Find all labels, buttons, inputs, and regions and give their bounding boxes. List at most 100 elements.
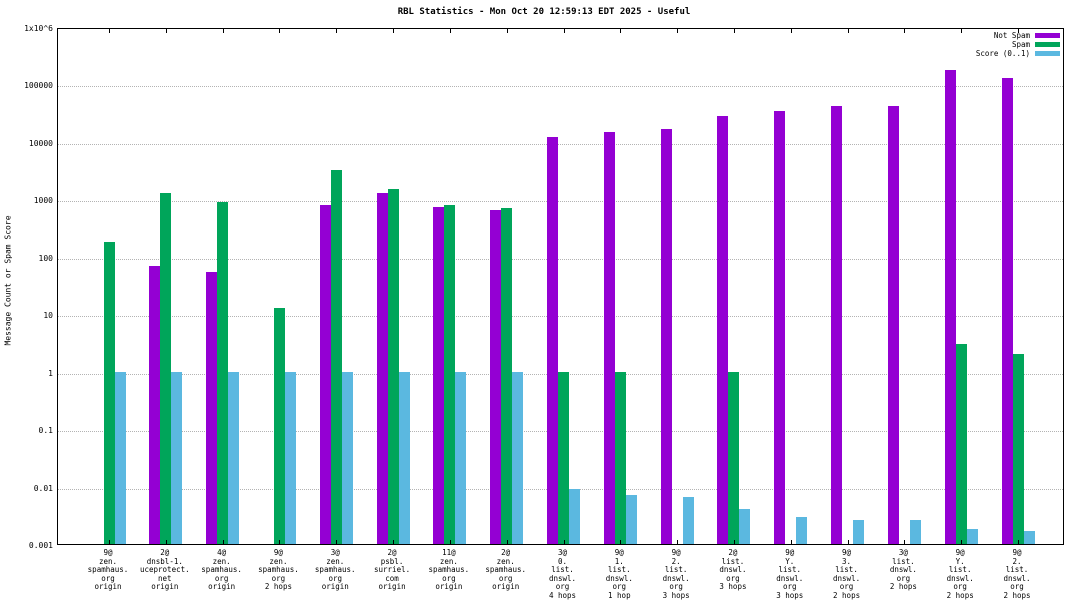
gridline [58,316,1063,318]
gridline [58,86,1063,88]
bar-spam [501,208,513,544]
x-tick-label: 9@ 1. list. dnswl. org 1 hop [605,548,633,600]
y-tick-label: 0.01 [33,483,53,493]
x-axis-tick [847,29,849,33]
bar-not-spam [319,204,331,544]
x-axis-tick [506,29,508,33]
bar-not-spam [433,206,445,544]
x-axis-tick [393,540,395,544]
y-tick-label: 1 [48,368,53,378]
x-tick-label: 11@ zen. spamhaus. org origin [428,548,470,591]
legend-swatch [1035,42,1060,47]
chart-title: RBL Statistics - Mon Oct 20 12:59:13 EDT… [397,7,691,17]
y-axis-label: Message Count or Spam Score [3,215,13,346]
bar-score-0-1 [114,371,126,544]
bar-score-0-1 [569,489,580,544]
legend-label: Not Spam [993,31,1030,40]
bar-score-0-1 [455,371,467,544]
bar-score-0-1 [398,371,410,544]
x-tick-label: 9@ 2. list. dnswl. org 2 hops [1003,548,1031,600]
bar-score-0-1 [171,371,183,544]
x-axis-tick [109,540,110,544]
legend-item: Spam [976,40,1060,49]
legend-label: Spam [1011,40,1030,49]
y-tick-label: 100 [38,253,53,263]
legend: Not Spam Spam Score (0..1) [976,31,1060,58]
x-axis-tick [506,540,508,544]
bar-score-0-1 [1023,530,1035,544]
y-tick-label: 1x10^6 [24,24,53,33]
x-axis-tick [109,29,110,33]
x-tick-label: 3@ list. dnswl. org 2 hops [889,548,917,591]
bar-spam [728,371,740,544]
x-axis-tick [563,29,565,33]
x-axis-tick [1018,29,1019,33]
x-axis-tick [336,540,338,544]
legend-swatch [1035,33,1060,38]
bar-not-spam [774,110,786,544]
legend-swatch [1035,51,1060,56]
bar-score-0-1 [909,520,921,544]
x-axis-tick [790,29,792,33]
bar-not-spam [944,70,956,544]
bar-score-0-1 [796,516,808,544]
y-tick-label: 0.001 [28,541,53,550]
bar-score-0-1 [966,529,978,544]
plot-area: Not Spam Spam Score (0..1) [57,28,1064,545]
bar-not-spam [831,105,843,544]
bar-not-spam [490,210,502,544]
bar-score-0-1 [512,371,524,544]
x-tick-label: 2@ psbl. surriel. com origin [374,548,411,591]
bar-score-0-1 [853,520,865,544]
bar-not-spam [887,105,899,544]
x-tick-label: 3@ 0. list. dnswl. org 4 hops [548,548,577,600]
y-tick-label: 0.1 [38,426,53,436]
y-tick-label: 10000 [28,138,53,148]
x-axis-tick [279,540,281,544]
x-axis-tick [904,29,906,33]
x-axis-tick [904,540,906,544]
bar-not-spam [376,192,388,544]
bar-spam [558,371,569,544]
x-axis-tick [449,29,451,33]
x-axis-tick [222,29,224,33]
x-axis-tick [733,540,735,544]
bar-not-spam [717,116,729,544]
y-tick-label: 1000 [33,196,53,206]
x-axis-tick [961,29,963,33]
bar-not-spam [206,271,218,544]
bar-spam [330,170,342,544]
y-tick-label: 10 [43,311,53,321]
x-tick-label: 9@ 2. list. dnswl. org 3 hops [662,548,690,600]
x-axis-tick [449,540,451,544]
legend-item: Score (0..1) [976,49,1060,58]
bar-spam [217,201,229,544]
x-axis-tick [733,29,735,33]
x-axis-tick [677,540,679,544]
x-tick-label: 2@ dnsbl-1. uceprotect. net origin [139,548,190,591]
bar-score-0-1 [739,509,751,544]
x-tick-label: 9@ Y. list. dnswl. org 2 hops [946,548,974,600]
x-axis-tick [393,29,395,33]
bar-spam [444,204,456,544]
gridline [58,258,1063,260]
x-tick-label: 4@ zen. spamhaus. org origin [201,548,242,591]
bar-spam [160,192,172,544]
bar-score-0-1 [682,497,694,544]
bar-not-spam [660,128,672,544]
bar-score-0-1 [341,371,353,544]
x-tick-label: 9@ zen. spamhaus. org origin [87,548,129,591]
bar-spam [273,307,285,544]
x-axis-tick [620,29,622,33]
bar-not-spam [603,131,615,544]
x-tick-label: 9@ zen. spamhaus. org 2 hops [258,548,299,591]
bar-score-0-1 [228,371,240,544]
x-tick-label: 2@ list. dnswl. org 3 hops [719,548,747,591]
bar-not-spam [1001,77,1013,544]
x-axis-tick [222,540,224,544]
bar-spam [614,371,626,544]
x-tick-label: 2@ zen. spamhaus. org origin [485,548,526,591]
legend-item: Not Spam [976,31,1060,40]
bar-spam [1012,354,1024,544]
